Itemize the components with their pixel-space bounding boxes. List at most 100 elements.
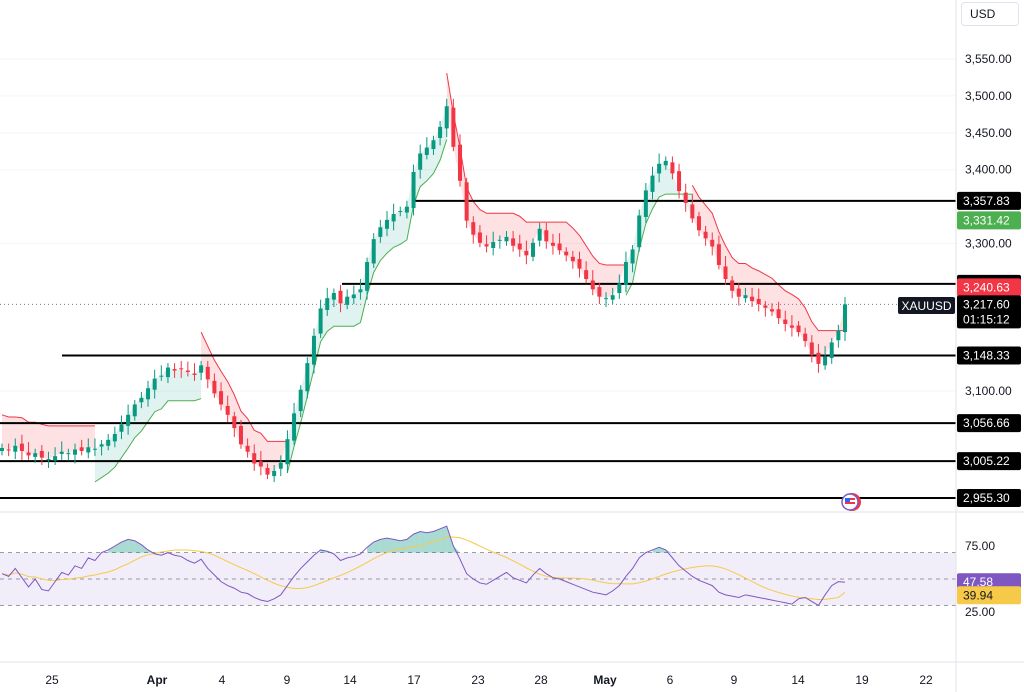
economic-event-icon[interactable]	[841, 493, 861, 511]
candle-body	[19, 443, 24, 451]
candle-body	[73, 449, 78, 455]
supertrend-line-0	[1, 414, 95, 427]
rsi-overbought-fill	[453, 546, 461, 553]
candle-body	[650, 175, 655, 192]
candle-body	[338, 290, 343, 304]
price-tick-label: 3,100.00	[965, 384, 1012, 398]
candle-body	[165, 367, 170, 378]
rsi-pane	[0, 525, 956, 607]
rsi-overbought-fill	[373, 539, 381, 553]
supertrend-fill-2	[201, 332, 288, 475]
candle-body	[179, 368, 184, 370]
candle-body	[119, 424, 124, 432]
candle-body	[511, 238, 516, 246]
rsi-line	[1, 525, 846, 607]
candle-body	[59, 451, 64, 454]
candle-body	[365, 262, 370, 291]
candle-body	[219, 391, 224, 405]
candle-body	[345, 296, 350, 305]
candle-body	[783, 319, 788, 325]
candle-body	[570, 256, 575, 262]
candle-body	[809, 342, 814, 356]
level-price-tag: 3,056.66	[963, 416, 1010, 430]
time-tick-label: 28	[534, 673, 548, 687]
supertrend-up-tag-bg	[957, 211, 1021, 230]
price-axis: 3,550.00 3,500.00 3,450.00 3,400.00 3,300.00…	[965, 52, 1012, 619]
price-tags: 3,357.833,245.403,148.333,056.663,005.22…	[957, 191, 1021, 605]
candle-body	[789, 325, 794, 328]
candle-body	[92, 448, 97, 450]
candle-body	[6, 449, 11, 451]
rsi-overbought-fill	[114, 542, 122, 553]
price-tick-label: 3,500.00	[965, 89, 1012, 103]
candle-body	[411, 171, 416, 209]
candle-body	[550, 242, 555, 246]
candle-body	[418, 153, 423, 170]
candle-body	[590, 280, 595, 290]
rsi-ma-line	[1, 536, 846, 600]
level-price-tag-bg	[957, 346, 1021, 365]
supertrend-line-4	[446, 72, 626, 266]
candle-body	[670, 162, 675, 174]
candle-body	[106, 439, 111, 446]
rsi-overbought-fill	[108, 546, 115, 553]
candle-body	[79, 447, 84, 451]
candle-body	[643, 190, 648, 217]
rsi-overbought-fill	[134, 540, 142, 553]
candle-body	[763, 305, 768, 308]
candle-body	[843, 304, 847, 333]
last-price-tag: 3,217.60	[963, 297, 1010, 311]
level-price-tag: 3,148.33	[963, 349, 1010, 363]
level-price-tag-bg	[957, 191, 1021, 210]
candle-body	[696, 216, 701, 231]
candle-body	[99, 444, 104, 447]
candle-body	[265, 467, 270, 475]
candle-body	[252, 453, 257, 464]
candle-body	[384, 219, 389, 229]
candle-body	[46, 459, 51, 461]
candle-body	[484, 244, 489, 247]
symbol-label: XAUUSD	[898, 297, 955, 314]
candle-body	[66, 453, 71, 455]
candle-body	[823, 356, 828, 366]
supertrend-down-tag: 3,240.63	[963, 280, 1010, 294]
rsi-value-tag: 47.58	[963, 575, 993, 589]
candle-body	[803, 333, 808, 341]
rsi-overbought-fill	[659, 547, 666, 553]
candle-body	[477, 232, 482, 243]
currency-button[interactable]: USD	[961, 2, 1019, 26]
supertrend-line-6	[691, 184, 845, 332]
candle-body	[378, 227, 383, 237]
rsi-overbought-fill	[148, 549, 155, 553]
supertrend-line-2	[200, 331, 288, 442]
candle-body	[205, 366, 210, 380]
candle-body	[623, 262, 628, 285]
time-tick-label: Apr	[147, 673, 168, 687]
candle-body	[398, 211, 403, 213]
candle-body	[776, 309, 781, 319]
candle-body	[33, 453, 38, 457]
candle-body	[710, 239, 715, 247]
candle-body	[212, 380, 217, 394]
candle-body	[438, 126, 443, 138]
candle-body	[584, 270, 589, 279]
time-tick-label: May	[593, 673, 617, 687]
supertrend-fill-6	[692, 185, 845, 364]
candle-body	[730, 280, 735, 291]
candle-body	[610, 295, 615, 300]
rsi-overbought-fill	[380, 538, 387, 553]
candle-body	[285, 439, 290, 465]
candle-body	[112, 433, 117, 442]
candle-body	[238, 425, 243, 445]
candle-body	[497, 239, 502, 241]
rsi-overbought-fill	[440, 526, 447, 553]
candle-body	[663, 160, 668, 166]
time-tick-label: 25	[45, 673, 59, 687]
countdown-tag: 01:15:12	[963, 312, 1010, 326]
candle-body	[351, 294, 356, 299]
grid	[0, 58, 956, 392]
candle-body	[557, 243, 562, 251]
time-tick-label: 14	[791, 673, 805, 687]
candle-body	[796, 325, 801, 333]
